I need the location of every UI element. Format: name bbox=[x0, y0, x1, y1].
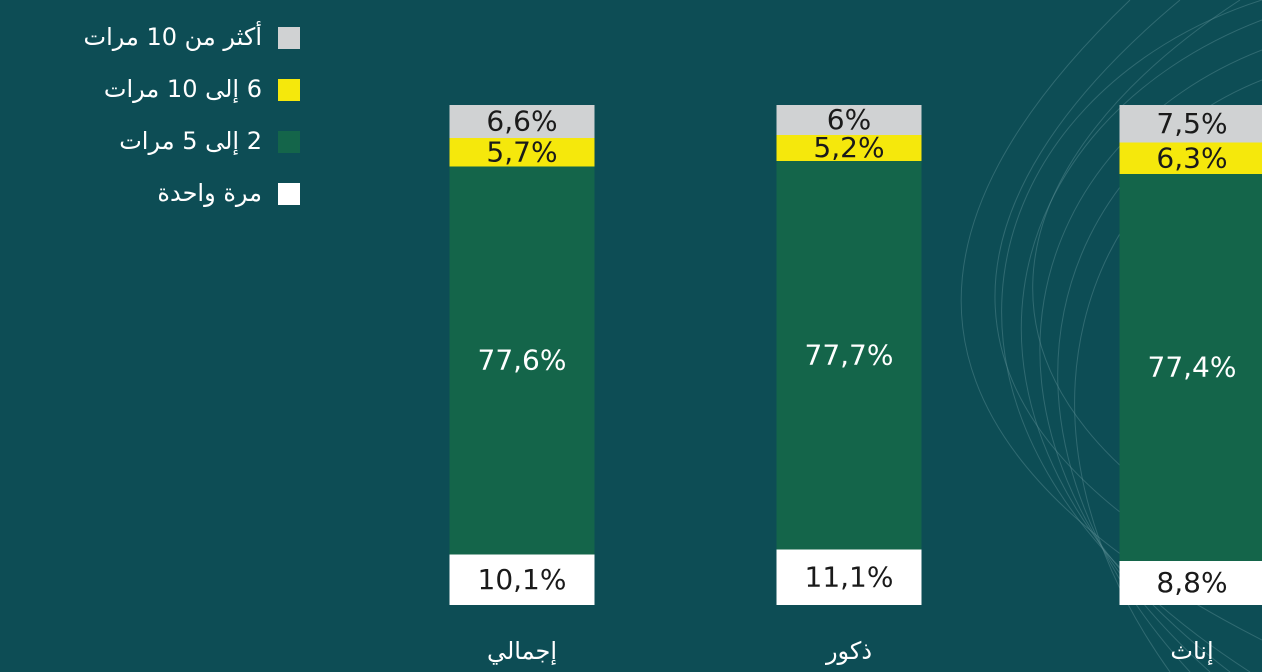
legend-label: 2 إلى 5 مرات bbox=[119, 127, 262, 156]
value-label: 6,3% bbox=[1156, 141, 1227, 174]
legend-swatch bbox=[278, 79, 300, 101]
legend-swatch bbox=[278, 183, 300, 205]
value-label: 6,6% bbox=[486, 105, 557, 138]
value-label: 77,6% bbox=[478, 344, 567, 377]
value-label: 6% bbox=[827, 103, 871, 136]
value-label: 11,1% bbox=[805, 560, 894, 593]
legend-label: مرة واحدة bbox=[157, 179, 262, 207]
chart: 10,1%77,6%5,7%6,6%إجمالي11,1%77,7%5,2%6%… bbox=[0, 0, 1262, 672]
legend-label: أكثر من 10 مرات bbox=[83, 21, 262, 51]
x-tick-label: إناث bbox=[1170, 637, 1213, 666]
value-label: 7,5% bbox=[1156, 107, 1227, 140]
value-label: 10,1% bbox=[478, 563, 567, 596]
value-label: 5,7% bbox=[486, 135, 557, 168]
x-tick-label: ذكور bbox=[825, 637, 872, 665]
legend-swatch bbox=[278, 27, 300, 49]
value-label: 77,7% bbox=[805, 338, 894, 371]
x-tick-label: إجمالي bbox=[487, 637, 557, 666]
value-label: 8,8% bbox=[1156, 566, 1227, 599]
value-label: 77,4% bbox=[1148, 351, 1237, 384]
legend-swatch bbox=[278, 131, 300, 153]
legend-label: 6 إلى 10 مرات bbox=[104, 75, 262, 104]
